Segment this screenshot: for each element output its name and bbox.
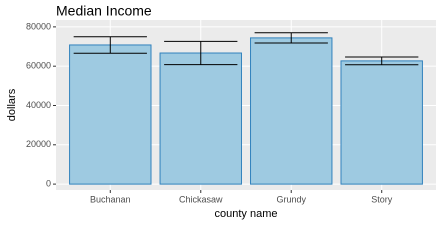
error-bar [345, 56, 419, 66]
x-tick-label: Story [371, 194, 393, 204]
bar [250, 37, 333, 185]
x-tick-label: Grundy [276, 194, 306, 204]
y-tick-label: 0 [46, 178, 51, 188]
bar [69, 44, 152, 185]
y-tick-label: 60000 [26, 61, 51, 71]
bar [159, 52, 242, 185]
error-bar [254, 32, 328, 44]
x-tick-label: Buchanan [90, 194, 131, 204]
bar [340, 60, 423, 185]
y-tick-label: 40000 [26, 100, 51, 110]
y-tick-label: 20000 [26, 139, 51, 149]
y-tick-label: 80000 [26, 21, 51, 31]
x-axis-title: county name [215, 208, 278, 220]
error-bar [164, 40, 238, 66]
chart: Median Income county name dollars 0 20000… [6, 3, 436, 220]
error-bar [73, 36, 147, 54]
chart-title: Median Income [56, 3, 152, 19]
x-tick-label: Chickasaw [179, 194, 223, 204]
y-axis-title: dollars [6, 88, 18, 121]
